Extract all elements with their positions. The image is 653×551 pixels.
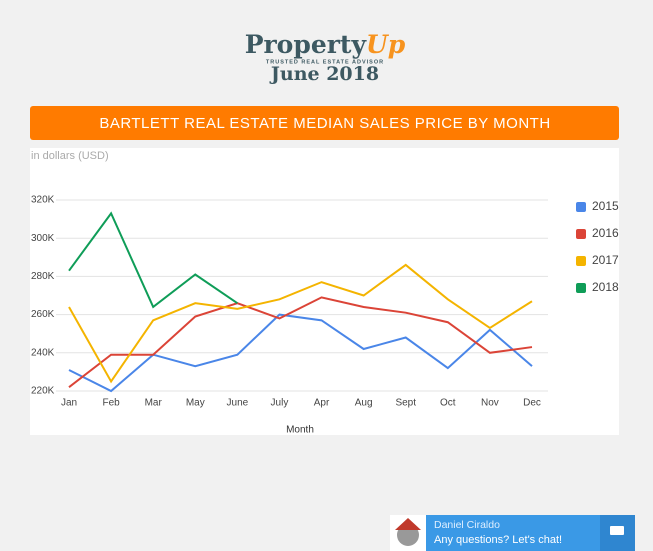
x-tick-label: Sept [395, 398, 416, 409]
x-tick-label: June [227, 398, 249, 409]
series-line [68, 211, 238, 309]
edition: June 2018 [269, 63, 379, 85]
logo-name: Property [245, 30, 368, 59]
chat-agent: Daniel Ciraldo [434, 519, 500, 531]
y-tick-label: 280K [31, 271, 55, 282]
x-axis-title: Month [286, 425, 314, 436]
chart-subtitle: in dollars (USD) [31, 150, 109, 162]
avatar-roof [395, 518, 421, 530]
y-tick-label: 320K [31, 195, 55, 206]
legend-swatch [576, 283, 586, 293]
x-tick-label: Apr [314, 398, 330, 409]
y-tick-label: 220K [31, 386, 55, 397]
legend-label: 2015 [592, 199, 619, 213]
logo-accent: Up [366, 30, 406, 59]
x-tick-label: Oct [440, 398, 456, 409]
title-banner [30, 106, 619, 140]
x-tick-label: Dec [523, 398, 541, 409]
plot: 220K 240K 260K 280K 300K 320K Jan Feb Mar May June… [31, 195, 619, 409]
x-tick-label: Mar [145, 398, 163, 409]
x-tick-label: Aug [355, 398, 373, 409]
x-tick-label: Jan [61, 398, 77, 409]
x-tick-label: May [186, 398, 205, 409]
y-tick-label: 240K [31, 347, 55, 358]
legend-label: 2017 [592, 253, 619, 267]
legend-swatch [576, 256, 586, 266]
chat-icon [610, 526, 624, 535]
y-tick-label: 300K [31, 233, 55, 244]
x-tick-label: Nov [481, 398, 499, 409]
logo: PropertyUp [245, 30, 406, 59]
legend-swatch [576, 229, 586, 239]
plot-panel [30, 148, 619, 435]
x-tick-label: July [271, 398, 289, 409]
chat-widget[interactable] [390, 515, 635, 551]
legend-swatch [576, 202, 586, 212]
series-line [68, 263, 533, 384]
series-line [68, 296, 533, 388]
y-tick-label: 260K [31, 309, 55, 320]
logo-tagline: TRUSTED REAL ESTATE ADVISOR [266, 59, 384, 65]
series-line [68, 313, 533, 393]
legend-label: 2016 [592, 226, 619, 240]
legend-label: 2018 [592, 280, 619, 294]
chart-title: BARTLETT REAL ESTATE MEDIAN SALES PRICE … [99, 115, 550, 132]
x-tick-label: Feb [102, 398, 120, 409]
chat-prompt: Any questions? Let's chat! [434, 534, 562, 546]
